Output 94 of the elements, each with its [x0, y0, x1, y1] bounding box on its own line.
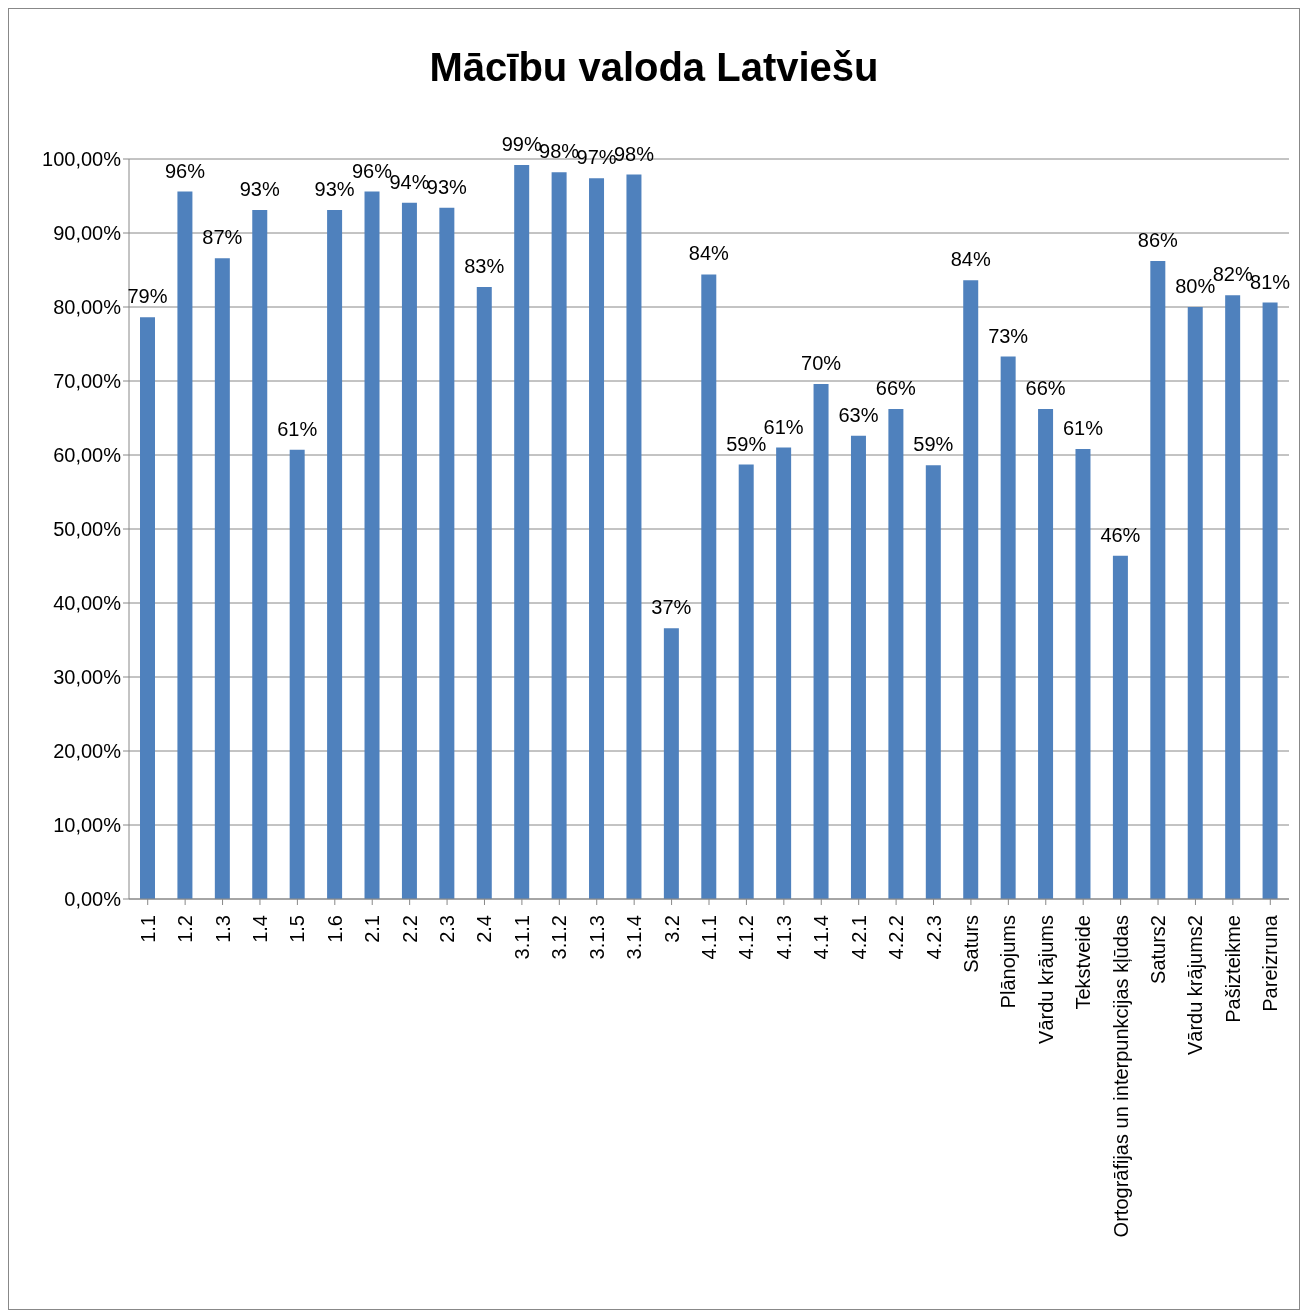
bar [1150, 261, 1166, 899]
x-tick-label: 4.1.1 [698, 915, 720, 960]
x-tick-label: 4.2.1 [847, 915, 870, 960]
x-tick-label: 2.2 [398, 915, 421, 943]
y-tick-label: 30,00% [53, 666, 122, 689]
data-label: 59% [913, 433, 954, 456]
bar [738, 464, 754, 899]
bar [1038, 409, 1054, 899]
x-tick-label: 2.1 [361, 915, 384, 943]
bar [177, 191, 193, 899]
bar [514, 164, 530, 899]
x-tick-label: 4.1.4 [810, 915, 833, 960]
bar [1112, 555, 1128, 899]
bar [776, 447, 792, 899]
x-tick-label: Ortogrāfijas un interpunkcijas kļūdas [1109, 915, 1132, 1238]
data-label: 63% [838, 403, 879, 426]
x-tick-label: 1.6 [323, 915, 346, 943]
x-tick-label: 3.1.4 [623, 915, 646, 960]
x-tick-label: 3.1.2 [548, 915, 571, 960]
x-tick-label: 4.1.2 [735, 915, 758, 960]
bar [1262, 302, 1278, 899]
y-tick-label: 90,00% [53, 222, 122, 245]
data-label: 61% [277, 417, 318, 440]
x-tick-label: 2.3 [436, 915, 459, 943]
bar [476, 287, 492, 899]
bar [626, 174, 642, 899]
x-tick-label: 4.2.2 [885, 915, 908, 960]
bar [289, 449, 305, 899]
data-label: 66% [1025, 377, 1066, 400]
bar [401, 202, 417, 899]
data-label: 96% [164, 159, 206, 182]
x-tick-label: 3.1.1 [510, 915, 533, 960]
x-tick-label: Vārdu krājums2 [1184, 915, 1207, 1056]
data-label: 46% [1100, 523, 1141, 546]
y-tick-label: 50,00% [53, 518, 122, 541]
bar [327, 210, 343, 899]
x-tick-label: 2.4 [473, 915, 496, 943]
x-tick-label: 1.5 [286, 915, 309, 943]
data-label: 84% [950, 248, 991, 271]
bar [701, 274, 717, 899]
bar [963, 280, 979, 899]
x-tick-label: 4.1.3 [772, 915, 795, 960]
bar [589, 178, 605, 899]
bar [1000, 356, 1016, 899]
bar [1075, 449, 1091, 899]
x-tick-label: Pareizruna [1259, 914, 1282, 1012]
bar [850, 435, 866, 899]
x-tick-label: 3.1.3 [585, 915, 608, 960]
x-tick-label: 4.2.3 [922, 915, 945, 960]
x-tick-label: 1.3 [211, 915, 234, 943]
y-tick-label: 60,00% [53, 444, 122, 467]
data-label: 37% [651, 596, 692, 619]
bar [663, 628, 679, 899]
x-tick-label: Saturs [959, 915, 982, 973]
x-tick-label: 1.4 [248, 915, 271, 943]
data-label: 70% [801, 351, 842, 374]
bar [813, 383, 829, 899]
y-tick-label: 80,00% [53, 296, 122, 319]
x-tick-label: Plānojums [997, 915, 1020, 1009]
data-label: 93% [426, 175, 468, 198]
x-tick-label: 1.2 [174, 915, 197, 943]
data-label: 73% [988, 324, 1029, 347]
data-label: 79% [127, 285, 168, 308]
data-label: 93% [239, 178, 280, 201]
data-label: 86% [1137, 229, 1179, 252]
data-label: 84% [688, 242, 730, 265]
bar [888, 409, 904, 899]
bar [140, 317, 155, 899]
y-tick-label: 100,00% [42, 148, 122, 171]
x-tick-label: Saturs2 [1147, 915, 1170, 984]
y-tick-label: 70,00% [53, 370, 122, 393]
data-label: 83% [464, 255, 505, 278]
bar [252, 210, 268, 899]
y-tick-label: 0,00% [64, 888, 122, 911]
bar [364, 191, 380, 899]
x-tick-label: Tekstveide [1072, 915, 1095, 1010]
y-tick-label: 20,00% [53, 740, 122, 763]
chart-title: Mācību valoda Latviešu [428, 45, 880, 90]
data-label: 66% [875, 377, 917, 400]
bar [214, 258, 230, 899]
x-tick-label: Pašizteikme [1221, 915, 1244, 1023]
data-label: 87% [202, 226, 243, 249]
x-tick-label: 3.2 [660, 915, 683, 943]
bar [925, 465, 941, 899]
y-tick-label: 10,00% [53, 814, 122, 837]
y-tick-label: 40,00% [53, 592, 122, 615]
bar [1225, 295, 1241, 899]
data-label: 93% [314, 178, 355, 201]
bar [551, 172, 567, 899]
x-tick-label: Vārdu krājums [1034, 915, 1057, 1044]
bar [1187, 307, 1203, 899]
x-tick-label: 1.1 [136, 915, 159, 943]
data-label: 61% [1062, 417, 1104, 440]
bar [439, 207, 455, 899]
